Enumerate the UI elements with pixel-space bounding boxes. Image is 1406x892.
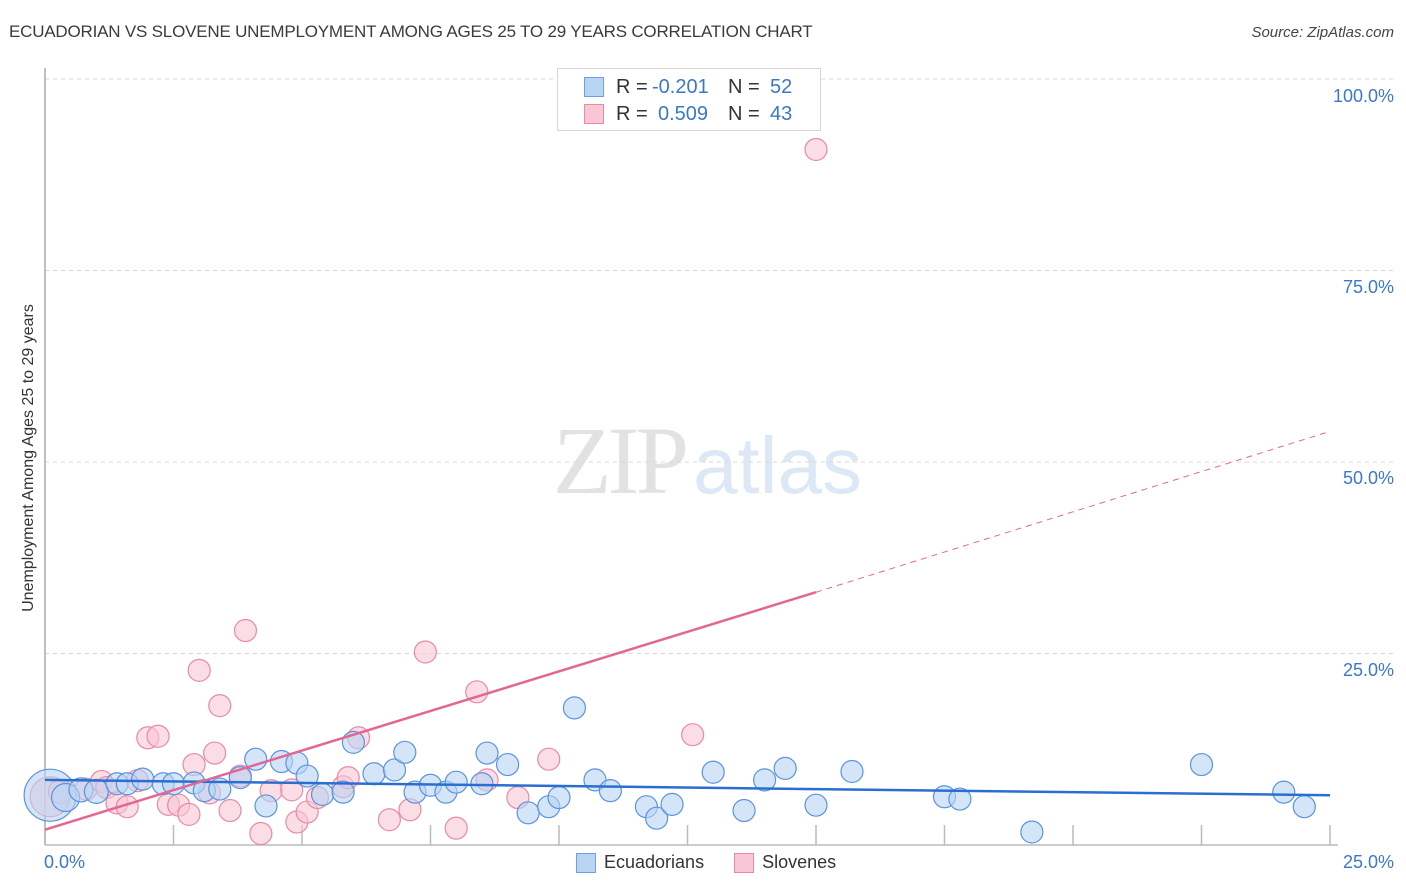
data-point (562, 696, 587, 720)
data-point (804, 137, 828, 162)
series-legend: Ecuadorians Slovenes (576, 852, 866, 873)
watermark-atlas: atlas (693, 421, 862, 510)
source-credit: Source: ZipAtlas.com (1251, 24, 1394, 41)
data-point (1020, 820, 1044, 844)
legend-row-ecuadorians: R = -0.201 N = 52 (584, 75, 792, 99)
y-tick-25: 25.0% (1342, 660, 1394, 680)
slovenes-trend-line (44, 591, 817, 831)
legend-label-ecuadorians: Ecuadorians (604, 852, 705, 872)
data-point (948, 787, 972, 811)
data-point (393, 740, 417, 764)
data-point (218, 798, 242, 823)
x-tick-25: 25.0% (1342, 852, 1394, 872)
data-point (537, 747, 561, 771)
data-point (1189, 752, 1214, 777)
data-point (187, 658, 211, 682)
ecuadorians-points (23, 696, 1316, 844)
ecuadorians-swatch-icon (576, 852, 596, 873)
data-point (645, 806, 669, 830)
data-point (377, 808, 401, 832)
ecuadorians-swatch-icon (584, 77, 604, 97)
y-tick-50: 50.0% (1342, 468, 1394, 488)
legend-item-ecuadorians[interactable]: Ecuadorians (576, 852, 704, 873)
data-point (475, 741, 499, 765)
slovenes-points (29, 137, 828, 846)
gridlines (45, 78, 1395, 654)
n-label: N = (728, 102, 760, 125)
watermark-zip: ZIP (553, 407, 689, 514)
legend-item-slovenes[interactable]: Slovenes (734, 852, 836, 873)
data-point (444, 770, 468, 794)
data-point (444, 816, 468, 840)
r-label: R = (616, 75, 648, 98)
legend-label-slovenes: Slovenes (762, 852, 837, 872)
data-point (280, 778, 304, 802)
data-point (295, 764, 319, 788)
data-point (203, 741, 227, 765)
data-point (496, 752, 520, 777)
data-point (773, 756, 797, 781)
data-point (254, 794, 278, 818)
data-point (1292, 795, 1316, 819)
slovenes-swatch-icon (734, 852, 755, 873)
data-point (413, 640, 437, 664)
data-point (146, 724, 170, 748)
data-point (516, 801, 540, 825)
data-point (249, 821, 273, 846)
data-point (382, 758, 407, 782)
data-point (244, 747, 268, 771)
data-point (208, 693, 232, 718)
data-point (331, 780, 355, 804)
n-label: N = (728, 75, 760, 98)
data-point (362, 762, 386, 786)
data-point (840, 759, 864, 784)
data-point (681, 723, 705, 747)
data-point (752, 768, 777, 792)
chart-title: ECUADORIAN VS SLOVENE UNEMPLOYMENT AMONG… (9, 22, 813, 41)
trend-lines (44, 430, 1331, 831)
legend-row-slovenes: R = 0.509 N = 43 (584, 102, 792, 126)
correlation-legend: R = -0.201 N = 52 R = 0.509 N = 43 (557, 68, 821, 131)
n-value: 52 (770, 75, 793, 98)
data-point (233, 618, 258, 643)
r-value: -0.201 (652, 75, 709, 98)
data-point (208, 777, 232, 801)
r-value: 0.509 (658, 102, 709, 125)
zipatlas-watermark: ZIP atlas (553, 405, 862, 516)
ecuadorians-trend-line (44, 778, 1331, 797)
data-point (177, 802, 201, 826)
n-value: 43 (770, 102, 793, 125)
data-point (310, 782, 335, 807)
y-axis-label: Unemployment Among Ages 25 to 29 years (20, 304, 37, 612)
data-point (701, 760, 725, 784)
y-tick-75: 75.0% (1342, 277, 1394, 297)
y-tick-100: 100.0% (1332, 86, 1394, 106)
data-point (804, 793, 828, 817)
data-point (470, 772, 494, 796)
slovenes-trend-extension (815, 430, 1331, 593)
data-point (598, 779, 623, 803)
data-point (660, 792, 684, 817)
data-point (547, 785, 571, 810)
x-tick-0: 0.0% (44, 852, 86, 872)
r-label: R = (616, 102, 648, 125)
data-point (83, 778, 110, 804)
slovenes-swatch-icon (584, 104, 604, 124)
data-point (1272, 780, 1296, 804)
data-point (131, 767, 155, 791)
data-point (732, 798, 756, 823)
